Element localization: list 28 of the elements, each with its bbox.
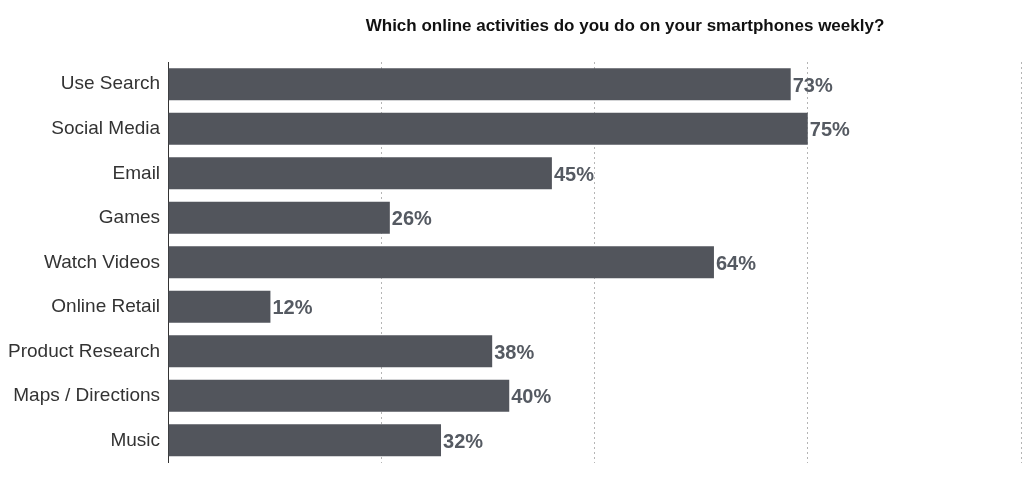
bar	[168, 68, 791, 101]
y-tick-label: Games	[98, 206, 161, 228]
bar	[168, 424, 442, 457]
data-label: 26%	[391, 207, 433, 230]
data-label: 73%	[792, 73, 833, 96]
bar	[168, 335, 493, 368]
y-tick-label: Use Search	[60, 72, 161, 94]
data-label: 32%	[443, 429, 484, 452]
y-tick-label: Watch Videos	[43, 250, 161, 272]
data-label: 12%	[272, 296, 313, 319]
data-label: 38%	[494, 340, 535, 363]
y-tick-label: Email	[112, 161, 161, 183]
data-label: 64%	[715, 251, 757, 274]
bar	[168, 201, 390, 234]
y-tick-label: Social Media	[51, 117, 161, 138]
chart-title: Which online activities do you do on your smartphones weekly?	[365, 15, 885, 35]
bar	[168, 112, 808, 145]
data-label: 40%	[511, 385, 552, 408]
y-tick-label: Online Retail	[51, 295, 161, 317]
data-label: 75%	[809, 118, 851, 141]
bar	[168, 379, 510, 412]
bar	[168, 290, 271, 323]
bar	[168, 246, 714, 279]
y-tick-label: Product Research	[8, 339, 161, 361]
data-label: 45%	[553, 162, 595, 185]
y-tick-label: Maps / Directions	[13, 384, 161, 406]
y-tick-label: Music	[110, 428, 161, 450]
bar	[168, 157, 552, 190]
